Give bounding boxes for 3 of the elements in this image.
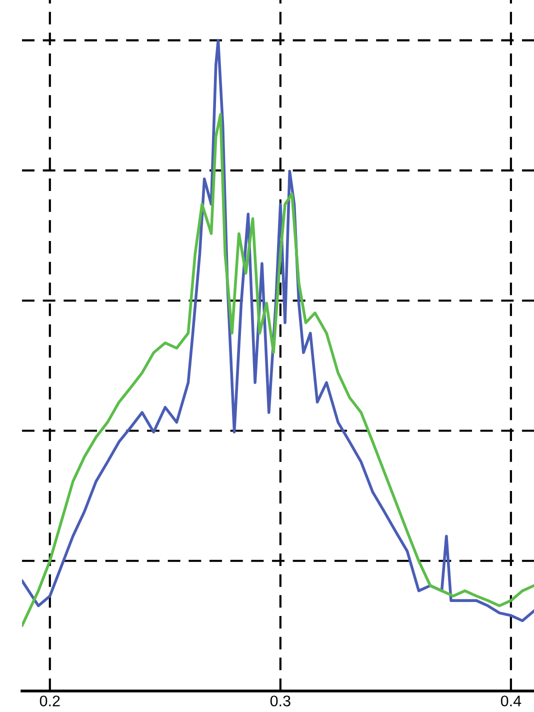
x-tick-label: 0.4 [500, 696, 522, 706]
x-tick-label: 0.3 [270, 696, 290, 706]
x-tick-label: 0.2 [40, 696, 60, 706]
